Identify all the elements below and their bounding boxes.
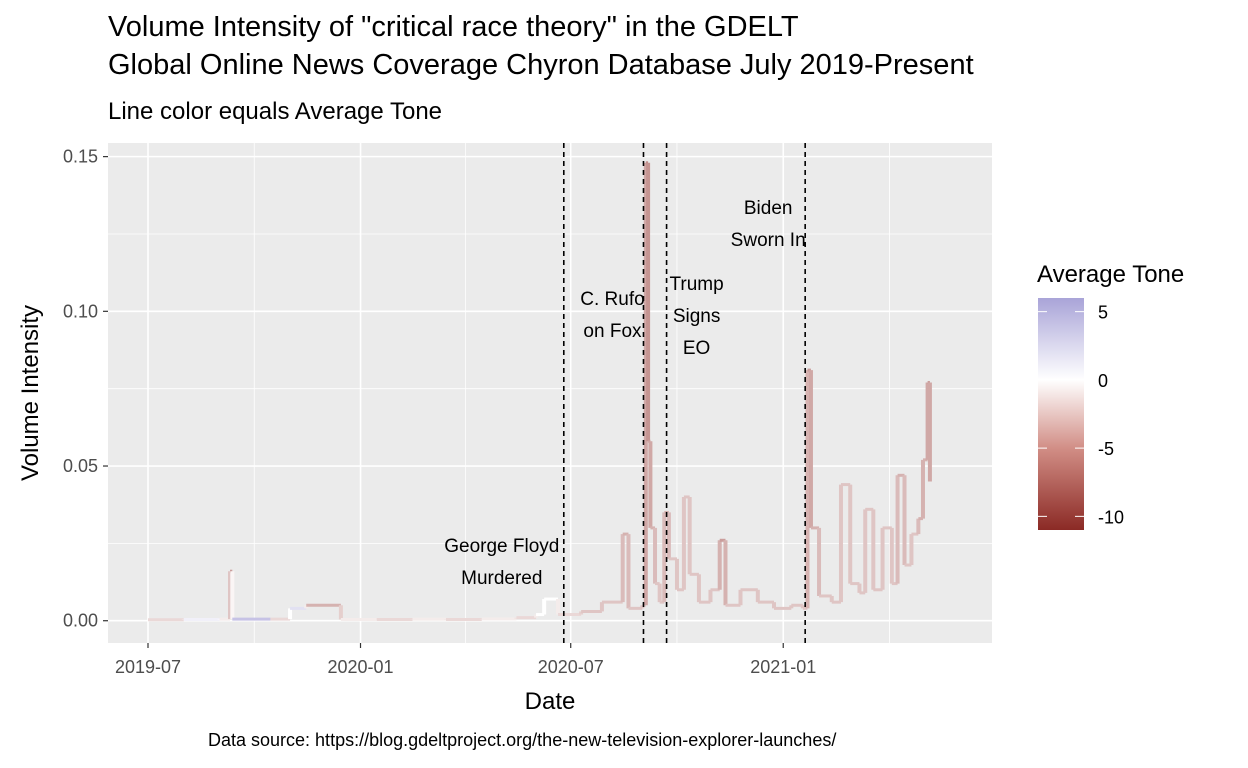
event-label: Biden	[744, 198, 793, 219]
axes: 0.00 0.05 0.10 0.15 2019-07 2020-01 2020-07 202…	[63, 147, 816, 677]
event-label: Sworn In	[731, 230, 806, 251]
event-label: Murdered	[461, 568, 542, 589]
series-layer	[148, 161, 932, 622]
legend-label: 0	[1098, 371, 1108, 391]
y-axis-title: Volume Intensity	[17, 305, 44, 481]
event-label: Trump	[669, 274, 723, 295]
legend: Average Tone 5 0 -5 -10	[1037, 261, 1184, 530]
x-axis-title: Date	[525, 688, 576, 715]
x-tick-label: 2019-07	[115, 657, 181, 677]
chart-title-line-2: Global Online News Coverage Chyron Datab…	[108, 49, 974, 81]
chart-title-line-1: Volume Intensity of "critical race theor…	[108, 11, 799, 43]
data-source-caption: Data source: https://blog.gdeltproject.o…	[208, 730, 837, 750]
chart-subtitle: Line color equals Average Tone	[108, 98, 443, 125]
legend-label: 5	[1098, 303, 1108, 323]
plot-panel	[108, 143, 992, 643]
legend-label: -10	[1098, 507, 1124, 527]
y-tick-label: 0.10	[63, 301, 98, 321]
chart-title: Volume Intensity of "critical race theor…	[108, 8, 974, 84]
y-tick-label: 0.05	[63, 456, 98, 476]
event-label: Signs	[673, 306, 721, 327]
event-lines: George Floyd Murdered C. Rufo on Fox Trump Si…	[444, 143, 806, 643]
legend-title: Average Tone	[1037, 261, 1184, 288]
event-label: George Floyd	[444, 536, 559, 557]
event-label: EO	[683, 338, 710, 359]
grid-lines	[108, 143, 992, 643]
y-tick-label: 0.00	[63, 611, 98, 631]
legend-colorbar	[1038, 298, 1084, 530]
x-tick-label: 2020-07	[538, 657, 604, 677]
x-tick-label: 2020-01	[327, 657, 393, 677]
y-tick-label: 0.15	[63, 147, 98, 167]
x-tick-label: 2021-01	[750, 657, 816, 677]
event-label: on Fox	[583, 321, 642, 342]
event-label: C. Rufo	[580, 289, 644, 310]
legend-label: -5	[1098, 439, 1114, 459]
